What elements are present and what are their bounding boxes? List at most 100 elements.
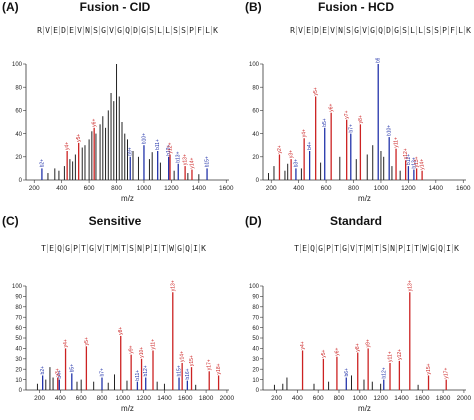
amino-acid: L: [408, 26, 416, 35]
amino-acid: P: [187, 26, 195, 35]
panel-title: Fusion - CID: [79, 0, 151, 14]
x-tick-label: 800: [97, 395, 108, 402]
amino-acid: K: [211, 26, 219, 35]
b-ion-label: b16+: [185, 368, 191, 379]
amino-acid: T: [159, 244, 167, 253]
y-tick-label: 100: [249, 284, 260, 290]
b-ion-label: b12+: [166, 144, 172, 155]
y-ion-label: y15+: [189, 355, 195, 366]
amino-acid: T: [356, 244, 364, 253]
y-tick-label: 30: [15, 357, 22, 363]
b-ion-label: b9+: [376, 58, 382, 63]
y-tick-label: 70: [15, 315, 22, 321]
y-tick-label: 80: [15, 85, 22, 91]
y-ion-label: y10+: [139, 347, 145, 358]
amino-acid: D: [384, 26, 392, 35]
amino-acid: G: [115, 26, 123, 35]
b-ion-label: b2+: [40, 366, 46, 375]
amino-acid: P: [324, 244, 332, 253]
amino-acid: G: [368, 26, 376, 35]
amino-acid: M: [111, 244, 119, 253]
amino-acid: S: [380, 244, 388, 253]
amino-acid: S: [179, 26, 187, 35]
amino-acid: S: [424, 26, 432, 35]
y-ion-label: y14+: [180, 351, 186, 362]
y-tick-label: 30: [252, 357, 259, 363]
b-ion-label: b12+: [381, 367, 387, 378]
y-tick-label: 40: [252, 347, 259, 353]
amino-acid: R: [290, 26, 295, 35]
y-ion-label: y17+: [444, 368, 450, 379]
amino-acid: G: [139, 26, 147, 35]
amino-acid: G: [175, 244, 183, 253]
y-ion-label: y18+: [216, 363, 222, 374]
x-tick-label: 1600: [415, 395, 430, 402]
amino-acid: K: [452, 244, 460, 253]
y-tick-label: 60: [15, 109, 22, 115]
b-ion-label: b6+: [344, 368, 350, 377]
b-ion-label: b7+: [348, 124, 354, 133]
b-ion-label: b4+: [307, 141, 313, 150]
x-tick-label: 400: [56, 185, 67, 192]
y-ion-label: y8+: [355, 343, 361, 351]
x-tick-label: 800: [111, 185, 122, 192]
x-tick-label: 1400: [192, 185, 207, 192]
amino-acid: L: [163, 26, 171, 35]
amino-acid: L: [203, 26, 211, 35]
amino-acid: T: [41, 244, 46, 253]
amino-acid: T: [412, 244, 420, 253]
amino-acid: Q: [436, 244, 444, 253]
b-ion-label: b10+: [387, 125, 393, 136]
y-ion-label: y5+: [84, 337, 90, 345]
y-ion-label: y3+: [289, 150, 295, 158]
x-tick-label: 600: [84, 185, 95, 192]
b-ion-label: b15+: [205, 156, 211, 167]
y-tick-label: 50: [15, 336, 22, 342]
panel-letter: (B): [245, 0, 262, 14]
y-ion-label: y11+: [388, 351, 394, 362]
x-tick-label: 400: [293, 185, 304, 192]
y-tick-label: 70: [252, 315, 259, 321]
x-tick-label: 1200: [164, 185, 179, 192]
y-ion-label: y14+: [189, 157, 195, 168]
spectrum-chart: 0 10 20 30 40 50 60 70 80 90 100 200 400 600 800 1000 12…: [249, 280, 472, 413]
amino-acid: G: [352, 26, 360, 35]
x-tick-label: 1000: [116, 395, 131, 402]
amino-acid: L: [155, 26, 163, 35]
x-tick-label: 1800: [199, 395, 214, 402]
x-axis-label: m/z: [358, 194, 371, 203]
amino-acid: F: [195, 26, 203, 35]
y-tick-label: 80: [252, 305, 259, 311]
spectrum-chart: 0 20 40 60 80 100 200 400 600 800 1000 1200 1400 1600…: [249, 58, 471, 203]
x-tick-label: 600: [321, 185, 332, 192]
amino-acid: V: [296, 26, 304, 35]
b-ion-label: b15+: [177, 365, 183, 376]
amino-acid: T: [372, 244, 380, 253]
y-tick-label: 60: [252, 326, 259, 332]
amino-acid: I: [151, 244, 159, 253]
panel-letter: (C): [2, 214, 19, 228]
y-ion-label: y2+: [277, 145, 283, 153]
amino-acid: D: [59, 26, 67, 35]
panel-title: Sensitive: [88, 214, 142, 228]
y-tick-label: 20: [252, 155, 259, 161]
amino-acid: L: [456, 26, 464, 35]
y-tick-label: 80: [252, 85, 259, 91]
amino-acid: I: [404, 244, 412, 253]
amino-acid: P: [143, 244, 151, 253]
y-ion-label: y3+: [55, 368, 61, 376]
amino-acid: Q: [123, 26, 131, 35]
amino-acid: K: [199, 244, 207, 253]
y-tick-label: 0: [19, 178, 23, 184]
y-ion-label: y4+: [63, 339, 69, 347]
y-ion-label: y9+: [366, 339, 372, 347]
y-ion-label: y13+: [183, 154, 189, 165]
amino-acid: T: [119, 244, 127, 253]
y-ion-label: y11+: [151, 339, 157, 350]
y-tick-label: 40: [252, 132, 259, 138]
amino-acid: S: [432, 26, 440, 35]
amino-acid: L: [416, 26, 424, 35]
y-ion-label: y12+: [168, 142, 174, 153]
